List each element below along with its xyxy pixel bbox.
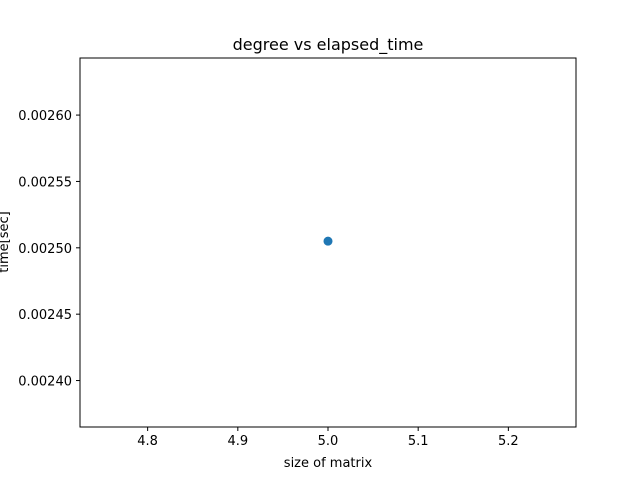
- x-tick-label: 4.9: [227, 434, 248, 449]
- plot-frame: [79, 57, 577, 428]
- y-axis-label: time[sec]: [0, 211, 12, 272]
- y-tick-label: 0.00240: [18, 375, 72, 390]
- y-tick-label: 0.00245: [18, 308, 72, 323]
- x-axis: 4.8 4.9 5.0 5.1 5.2: [137, 427, 519, 449]
- chart-title: degree vs elapsed_time: [233, 35, 424, 55]
- y-axis: 0.00240 0.00245 0.00250 0.00255 0.00260: [18, 109, 80, 390]
- data-point: [323, 236, 333, 246]
- y-tick-label: 0.00250: [18, 242, 72, 257]
- x-tick-label: 4.8: [137, 434, 158, 449]
- x-tick-label: 5.1: [408, 434, 429, 449]
- scatter-points: [323, 236, 333, 246]
- x-axis-label: size of matrix: [284, 456, 373, 471]
- x-tick-label: 5.0: [318, 434, 339, 449]
- x-tick-label: 5.2: [498, 434, 519, 449]
- y-tick-label: 0.00255: [18, 175, 72, 190]
- y-tick-label: 0.00260: [18, 109, 72, 124]
